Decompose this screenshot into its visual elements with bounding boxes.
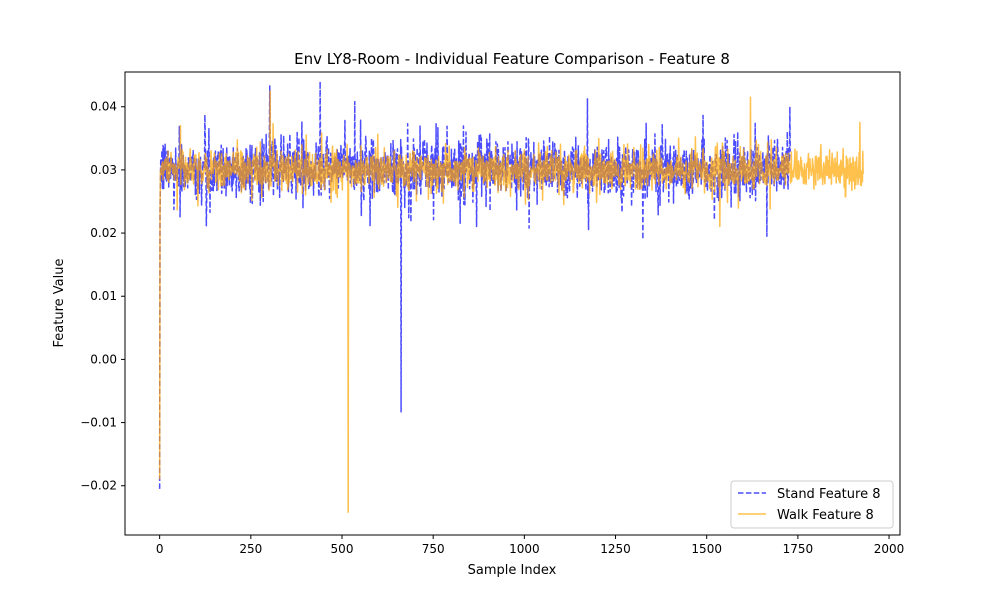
series-walk-feature-8 bbox=[158, 90, 864, 514]
y-tick-label: −0.02 bbox=[80, 479, 117, 493]
x-axis-ticks: 0 250 500 750 1000 1250 1500 1750 2000 bbox=[156, 535, 905, 556]
x-tick-label: 250 bbox=[239, 542, 262, 556]
legend-box bbox=[730, 480, 894, 529]
y-tick-label: 0.00 bbox=[90, 352, 117, 366]
x-tick-label: 1250 bbox=[600, 542, 631, 556]
series-group bbox=[158, 80, 864, 514]
x-tick-label: 1000 bbox=[509, 542, 540, 556]
x-tick-label: 750 bbox=[422, 542, 445, 556]
x-tick-label: 500 bbox=[331, 542, 354, 556]
legend-label-walk: Walk Feature 8 bbox=[777, 508, 874, 523]
y-tick-label: −0.01 bbox=[80, 416, 117, 430]
y-axis-ticks: −0.02 −0.01 0.00 0.01 0.02 0.03 0.04 bbox=[80, 100, 125, 493]
y-tick-label: 0.01 bbox=[90, 289, 117, 303]
x-tick-label: 1750 bbox=[783, 542, 814, 556]
x-tick-label: 1500 bbox=[691, 542, 722, 556]
x-axis-label: Sample Index bbox=[468, 563, 557, 578]
legend-label-stand: Stand Feature 8 bbox=[777, 487, 880, 502]
chart-title: Env LY8-Room - Individual Feature Compar… bbox=[294, 50, 730, 68]
axes-frame bbox=[124, 71, 901, 536]
x-tick-label: 2000 bbox=[874, 542, 905, 556]
y-tick-label: 0.02 bbox=[90, 226, 117, 240]
y-tick-label: 0.04 bbox=[90, 100, 117, 114]
legend: Stand Feature 8 Walk Feature 8 bbox=[730, 480, 894, 529]
y-axis-label: Feature Value bbox=[52, 259, 67, 348]
x-tick-label: 0 bbox=[156, 542, 164, 556]
y-tick-label: 0.03 bbox=[90, 163, 117, 177]
